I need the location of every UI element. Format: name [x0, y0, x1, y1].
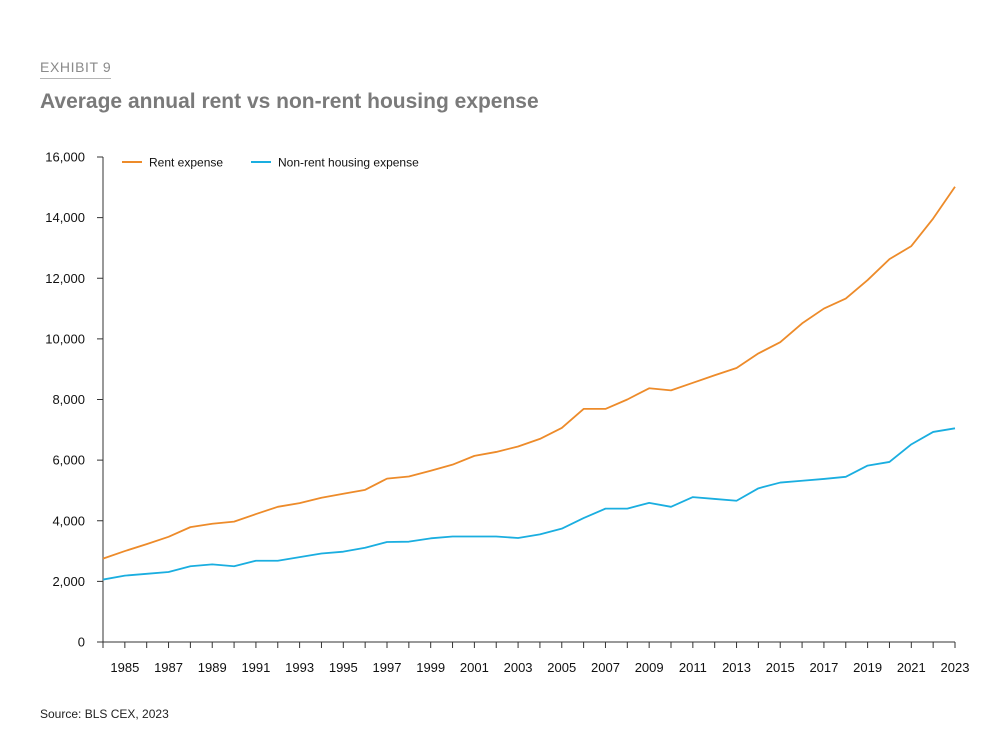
chart-title: Average annual rent vs non-rent housing … [40, 90, 539, 113]
legend-label: Non-rent housing expense [278, 156, 419, 170]
y-axis: 0 2,000 4,000 6,000 8,000 10,000 12,000 14,000 1… [45, 150, 104, 650]
x-tick-label: 2017 [809, 660, 838, 675]
series-line-rent [102, 186, 956, 560]
x-tick-label: 2023 [941, 660, 970, 675]
x-tick-label: 2021 [897, 660, 926, 675]
x-tick-label: 1985 [110, 660, 139, 675]
x-tick-label: 2001 [460, 660, 489, 675]
y-tick-label: 14,000 [45, 210, 85, 225]
x-tick-label: 1993 [285, 660, 314, 675]
legend: Rent expense Non-rent housing expense [122, 156, 419, 170]
x-axis: 1985 1987 1989 1991 1993 1995 1997 1999 2001 2003… [102, 641, 970, 675]
x-tick-label: 1997 [373, 660, 402, 675]
y-tick-label: 16,000 [45, 150, 85, 165]
x-tick-label: 1989 [198, 660, 227, 675]
y-tick-label: 8,000 [52, 392, 85, 407]
x-tick-label: 2011 [679, 660, 707, 675]
y-tick-label: 2,000 [52, 574, 85, 589]
y-tick-label: 12,000 [45, 271, 85, 286]
legend-label: Rent expense [149, 156, 223, 170]
x-tick-label: 1991 [241, 660, 270, 675]
x-tick-label: 2007 [591, 660, 620, 675]
y-tick-label: 0 [78, 635, 85, 650]
x-tick-label: 2005 [547, 660, 576, 675]
x-tick-label: 2009 [635, 660, 664, 675]
x-tick-label: 2015 [766, 660, 795, 675]
series-lines [102, 186, 956, 581]
source-note: Source: BLS CEX, 2023 [40, 707, 169, 721]
series-line-non-rent [102, 427, 956, 581]
y-tick-label: 4,000 [52, 513, 85, 528]
exhibit-label: EXHIBIT 9 [40, 59, 112, 79]
x-tick-label: 2003 [504, 660, 533, 675]
x-tick-label: 1999 [416, 660, 445, 675]
x-tick-label: 2019 [853, 660, 882, 675]
x-tick-label: 1995 [329, 660, 358, 675]
x-tick-label: 1987 [154, 660, 183, 675]
y-tick-label: 10,000 [45, 331, 85, 346]
y-tick-label: 6,000 [52, 453, 85, 468]
x-tick-label: 2013 [722, 660, 751, 675]
